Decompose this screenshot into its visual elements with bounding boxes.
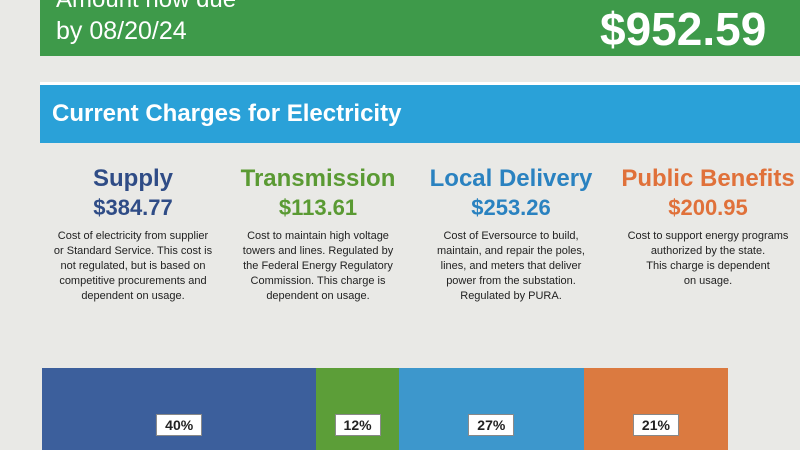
segment-label: 40%	[156, 414, 203, 436]
charge-column: Supply $384.77 Cost of electricity from su…	[33, 165, 233, 304]
charge-column: Transmission $113.61 Cost to maintain high…	[218, 165, 418, 304]
description-line: power from the substation.	[446, 275, 576, 287]
segment-label: 21%	[632, 414, 679, 436]
charge-amount: $200.95	[668, 195, 748, 220]
description-line: not regulated, but is based on	[60, 260, 206, 272]
charge-description: Cost to maintain high voltage towers and …	[218, 229, 418, 304]
due-banner: Amount now due by 08/20/24 $952.59	[40, 0, 800, 56]
description-line: maintain, and repair the poles,	[437, 245, 585, 257]
bar-segment: 27%	[398, 368, 584, 450]
description-line: or Standard Service. This cost is	[53, 245, 213, 257]
bar-segment: 21%	[583, 368, 728, 450]
segment-label: 12%	[334, 414, 381, 436]
description-line: Cost of electricity from supplier	[57, 230, 209, 242]
charge-description: Cost to support energy programs authorize…	[608, 229, 800, 289]
description-line: Commission. This charge is	[250, 275, 386, 287]
charge-name: Public Benefits	[621, 165, 795, 192]
description-line: lines, and meters that deliver	[440, 260, 582, 272]
charge-amount: $384.77	[93, 195, 173, 220]
bar-segment: 12%	[316, 368, 399, 450]
charge-description: Cost of electricity from supplier or Stan…	[33, 229, 233, 304]
charge-column: Local Delivery $253.26 Cost of Eversource …	[411, 165, 611, 304]
description-line: competitive procurements and	[59, 275, 207, 287]
charge-column: Public Benefits $200.95 Cost to support en…	[608, 165, 800, 289]
description-line: on usage.	[683, 275, 733, 287]
due-date: by 08/20/24	[56, 17, 187, 45]
section-header: Current Charges for Electricity	[40, 82, 800, 143]
charge-name: Supply	[92, 165, 173, 192]
section-title: Current Charges for Electricity	[52, 100, 402, 127]
due-label: Amount now due	[56, 0, 236, 14]
description-line: Cost to maintain high voltage	[247, 230, 389, 242]
description-line: This charge is dependent	[646, 260, 770, 272]
due-amount: $952.59	[600, 3, 767, 55]
description-line: dependent on usage.	[81, 290, 185, 302]
bar-segment: 40%	[42, 368, 317, 450]
description-line: Cost of Eversource to build,	[443, 230, 579, 242]
description-line: authorized by the state.	[650, 245, 766, 257]
charge-amount: $113.61	[278, 195, 358, 220]
share-bar: 40% 12% 27% 21%	[42, 368, 728, 450]
segment-label: 27%	[468, 414, 515, 436]
description-line: dependent on usage.	[266, 290, 370, 302]
description-line: towers and lines. Regulated by	[242, 245, 394, 257]
description-line: Cost to support energy programs	[627, 230, 789, 242]
description-line: the Federal Energy Regulatory	[243, 260, 393, 272]
charge-name: Transmission	[240, 165, 396, 192]
charge-description: Cost of Eversource to build, maintain, an…	[411, 229, 611, 304]
charge-name: Local Delivery	[429, 165, 593, 192]
description-line: Regulated by PURA.	[460, 290, 562, 302]
charge-amount: $253.26	[471, 195, 551, 220]
